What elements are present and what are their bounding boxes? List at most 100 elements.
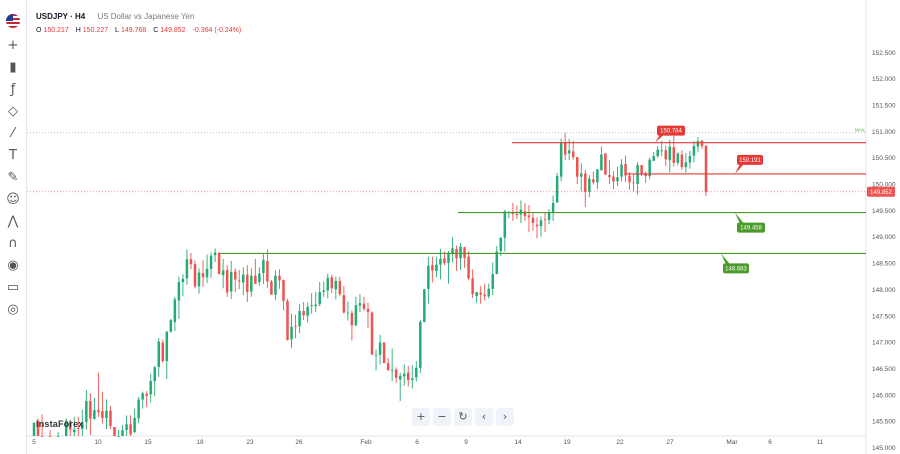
candle	[672, 136, 676, 167]
candle-body	[664, 150, 668, 160]
candle-body	[274, 275, 277, 295]
candle-body	[89, 401, 92, 419]
candle-body	[177, 282, 181, 301]
candles-icon[interactable]: ▮	[9, 60, 17, 75]
us-flag-icon[interactable]	[6, 14, 20, 28]
candle-body	[575, 157, 579, 177]
close-value: 149.852	[160, 27, 186, 34]
candle	[93, 397, 96, 420]
eye-icon[interactable]: ◉	[7, 258, 19, 273]
level-tag-pointer	[735, 163, 744, 174]
candle-body	[237, 280, 241, 282]
pattern-icon[interactable]: ⁄	[11, 126, 15, 141]
candle-body	[121, 430, 124, 436]
level-tag-label: 150.191	[739, 158, 761, 164]
candle	[338, 276, 342, 297]
candle	[201, 260, 205, 287]
candle	[68, 419, 72, 436]
scroll-forward-button[interactable]: ›	[496, 408, 514, 426]
candle	[600, 146, 603, 171]
candle-body	[668, 146, 672, 161]
candle-body	[676, 153, 680, 163]
candle	[543, 212, 547, 232]
candle-body	[197, 272, 201, 287]
candle-body	[386, 363, 390, 371]
x-tick-label: 6	[415, 439, 419, 446]
candle-body	[475, 292, 478, 297]
scroll-back-button[interactable]: ‹	[475, 408, 493, 426]
y-tick-label: 152.000	[872, 76, 896, 83]
candle	[250, 268, 253, 297]
candle-body	[217, 252, 221, 275]
candle-body	[358, 303, 362, 306]
candle-body	[169, 319, 173, 332]
brush-icon[interactable]: ✎	[7, 170, 19, 185]
camera-icon[interactable]: ◎	[7, 302, 19, 317]
candle-body	[543, 219, 547, 221]
candle-body	[592, 179, 595, 183]
candle-body	[596, 169, 599, 183]
candle-body	[447, 254, 450, 264]
candle-body	[97, 410, 100, 413]
candle-body	[555, 176, 559, 203]
zoom-in-button[interactable]: +	[412, 408, 430, 426]
candle	[547, 209, 551, 225]
lock-icon[interactable]: ▭	[6, 280, 20, 295]
open-label: O	[36, 27, 42, 34]
candle	[435, 256, 438, 278]
text-icon[interactable]: T	[9, 148, 17, 163]
candle-body	[394, 369, 398, 378]
measure-icon[interactable]: ⋀	[7, 214, 19, 229]
candle	[386, 357, 390, 372]
candle-body	[330, 277, 334, 289]
level-tag-pointer	[721, 253, 730, 265]
candle	[604, 152, 607, 176]
x-tick-label: 11	[817, 439, 824, 446]
candle	[652, 151, 655, 161]
candle-body	[270, 281, 273, 295]
reset-button[interactable]: ↻	[454, 408, 472, 426]
zoom-out-button[interactable]: −	[433, 408, 451, 426]
pointer-icon[interactable]: ◇	[8, 104, 18, 119]
candle	[181, 274, 185, 297]
candle-body	[370, 312, 374, 355]
candle-body	[145, 393, 148, 396]
candle-body	[213, 252, 217, 256]
candle-body	[225, 269, 229, 293]
candle	[531, 213, 535, 231]
candle	[173, 296, 177, 332]
y-tick-label: 151.500	[872, 102, 896, 109]
candle	[362, 296, 366, 312]
candle	[555, 172, 559, 203]
y-tick-label: 147.000	[872, 340, 896, 347]
candle-body	[382, 342, 386, 364]
candle-body	[398, 375, 402, 380]
magnet-icon[interactable]: ∩	[8, 236, 18, 251]
candle	[580, 163, 583, 192]
candle	[73, 416, 76, 436]
candle	[322, 281, 325, 297]
current-price-label: 149.852	[870, 190, 892, 196]
candle	[302, 302, 305, 320]
candle-body	[314, 304, 317, 307]
candle	[656, 146, 659, 158]
candle-body	[338, 280, 342, 295]
candle-body	[64, 420, 68, 436]
candle-body	[435, 264, 438, 271]
candle	[668, 139, 672, 173]
candle	[491, 262, 494, 296]
candle	[350, 310, 354, 341]
emoji-icon[interactable]: ☺	[6, 192, 20, 207]
x-tick-label: 26	[295, 439, 303, 446]
candle-body	[656, 149, 659, 157]
candle	[113, 426, 116, 436]
fx-icon[interactable]: ƒ	[10, 82, 16, 97]
candle	[153, 365, 156, 397]
crosshair-icon[interactable]: +	[7, 38, 19, 53]
ohlc-readout: O 150.217 H 150.227 L 149.768 C 149.852 -0.3…	[36, 27, 246, 34]
candle	[378, 334, 382, 365]
candle-body	[580, 173, 583, 177]
candle	[157, 337, 161, 377]
candle	[270, 279, 273, 295]
